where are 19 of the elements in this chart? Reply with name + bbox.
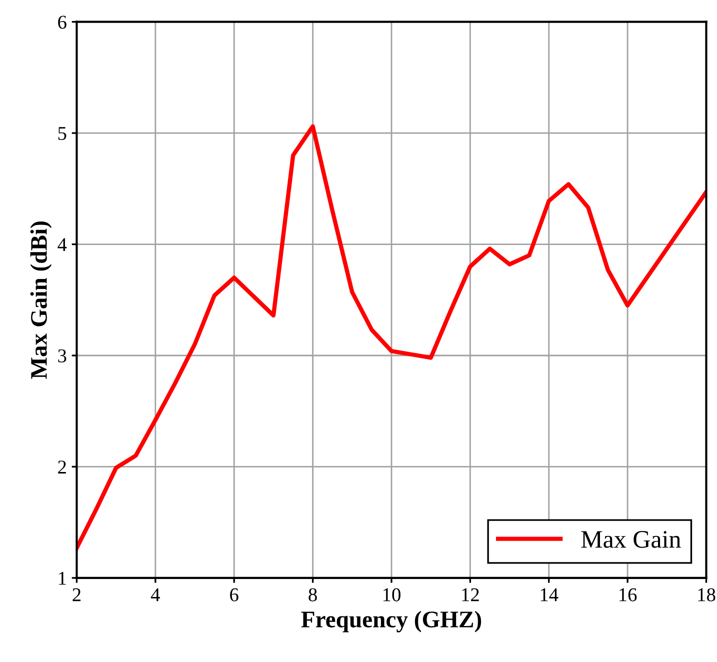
x-tick-label: 8	[308, 588, 317, 602]
line-series	[76, 124, 706, 550]
x-tick-label: 14	[540, 588, 558, 602]
y-tick-label: 1	[58, 572, 66, 585]
y-axis-title: Max Gain (dBi)	[30, 222, 52, 379]
x-tick-label: 4	[150, 588, 160, 602]
y-tick-label: 2	[58, 460, 66, 474]
y-tick-label: 3	[58, 349, 66, 362]
x-tick-label: 2	[72, 588, 81, 602]
x-axis-title: Frequency (GHZ)	[301, 610, 482, 632]
y-tick-label: 6	[58, 16, 66, 29]
y-tick-label: 4	[58, 238, 67, 252]
x-tick-label: 10	[383, 588, 400, 602]
y-tick-label: 5	[58, 127, 66, 140]
x-tick-label: 6	[230, 588, 238, 602]
legend-label: Max Gain	[581, 531, 681, 548]
x-tick-label: 18	[698, 588, 716, 602]
x-tick-label: 16	[620, 588, 637, 602]
x-tick-label: 12	[462, 588, 479, 602]
